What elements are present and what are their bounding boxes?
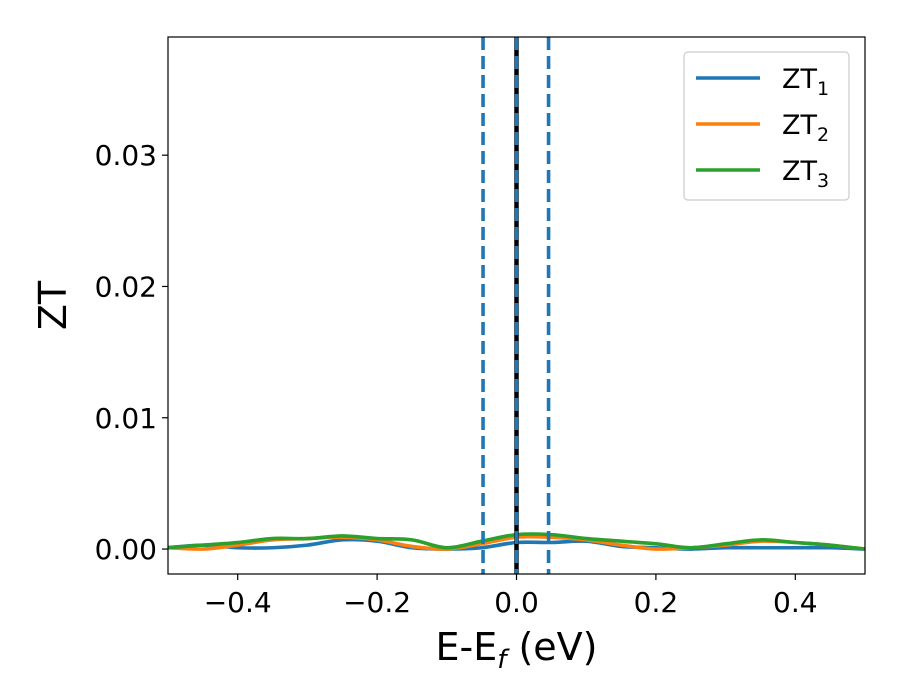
legend-label-3: ZT3 [782, 156, 829, 192]
y-tick-label-3: 0.02 [95, 270, 157, 303]
y-tick-label-2: 0.01 [95, 402, 157, 435]
reference-lines [481, 37, 551, 574]
legend-label-1: ZT1 [782, 64, 829, 100]
x-tick-label-5: 0.4 [773, 586, 818, 619]
x-axis-title-main: E-E [436, 625, 498, 669]
y-tick-label-4: 0.03 [95, 139, 157, 172]
y-axis: 0.00 0.01 0.02 0.03 [95, 139, 168, 566]
legend: ZT1 ZT2 ZT3 [683, 51, 850, 201]
x-axis: −0.4 −0.2 0.0 0.2 0.4 [204, 574, 818, 619]
x-tick-label-4: 0.2 [634, 586, 679, 619]
legend-box [683, 51, 850, 201]
x-tick-label-1: −0.4 [204, 586, 272, 619]
y-axis-title: ZT [31, 280, 75, 330]
x-tick-label-3: 0.0 [494, 586, 539, 619]
y-tick-label-1: 0.00 [95, 533, 157, 566]
x-axis-title: E-Ef (eV) [436, 625, 598, 675]
legend-label-2: ZT2 [782, 110, 829, 146]
x-axis-title-unit: (eV) [506, 625, 597, 669]
x-tick-label-2: −0.2 [343, 586, 411, 619]
